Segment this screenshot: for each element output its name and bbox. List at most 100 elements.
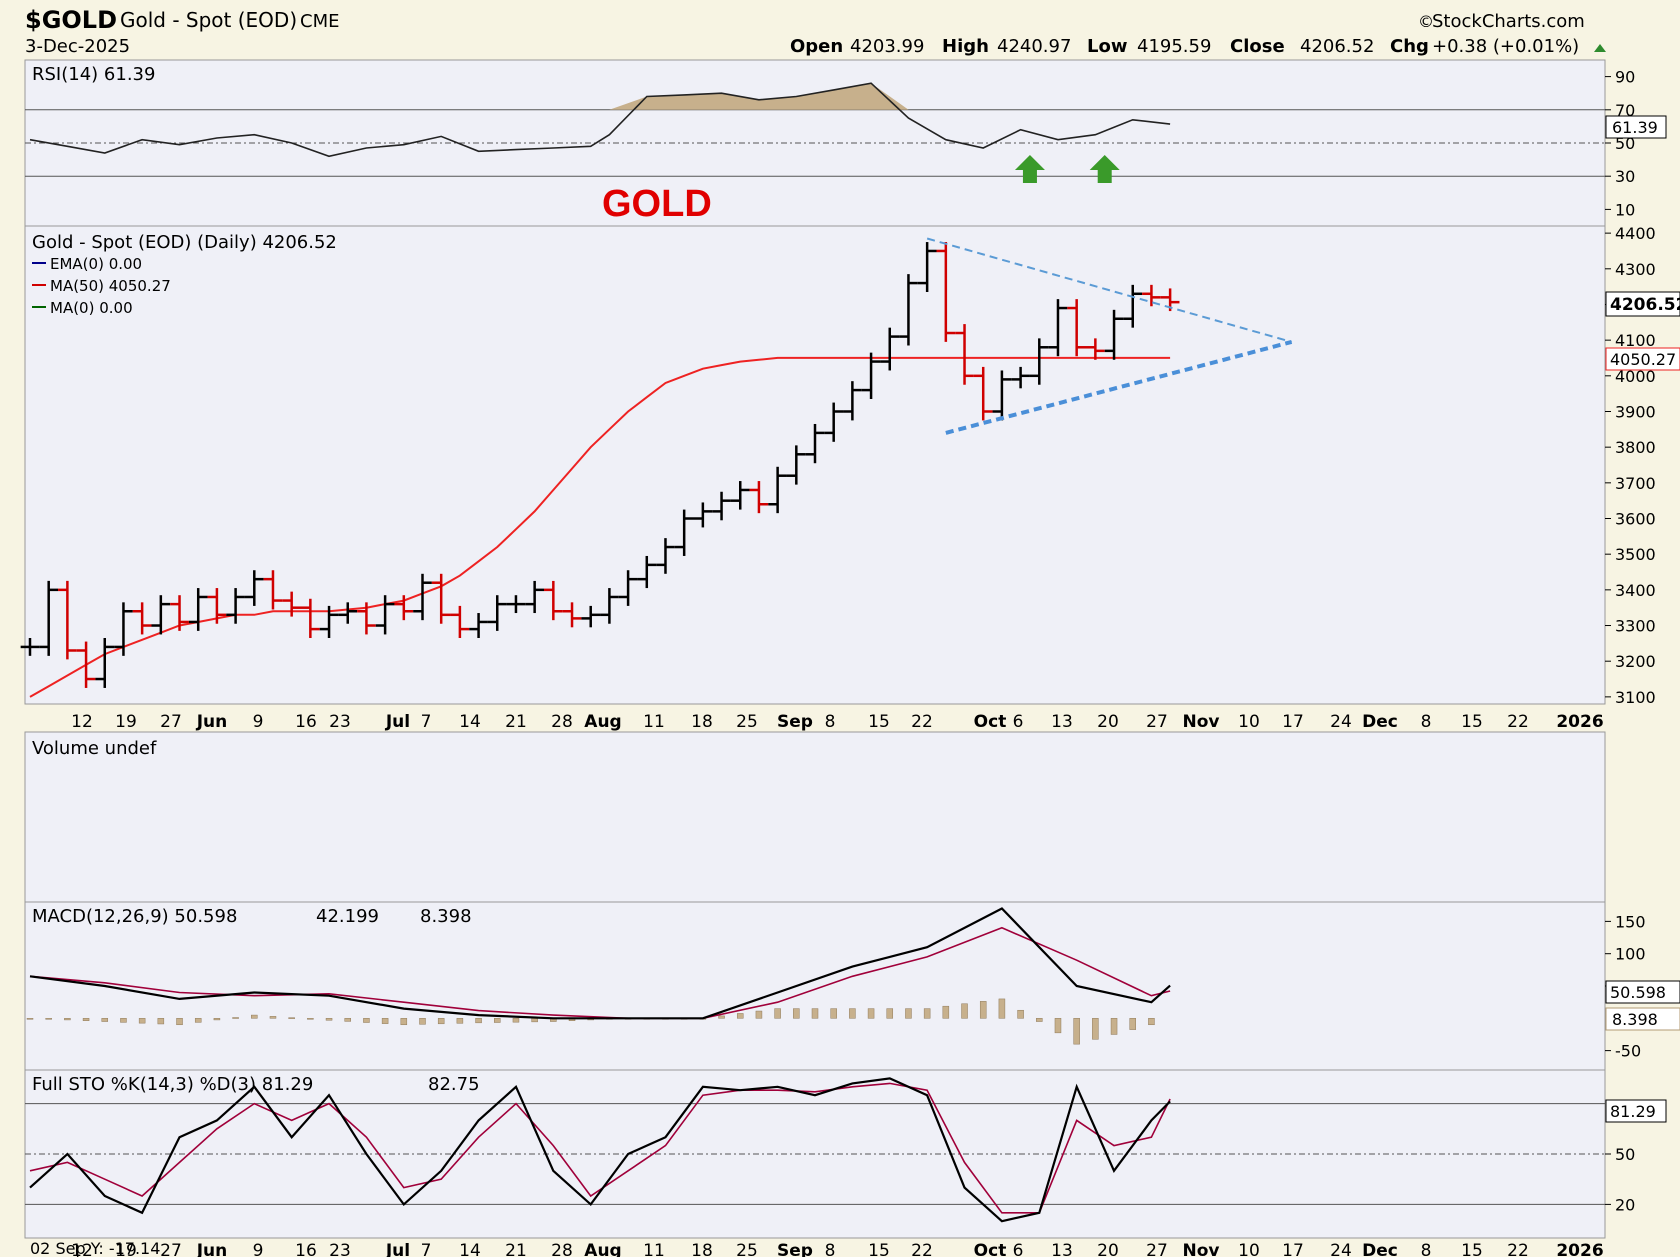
macd-hist-bar <box>456 1018 464 1024</box>
ohlc-bar <box>637 555 657 589</box>
ema-legend-swatch <box>32 262 46 264</box>
sto-last-value: 81.29 <box>1610 1102 1656 1121</box>
x-tick-label: 19 <box>115 1241 137 1257</box>
x-tick-label: 6 <box>1013 1241 1024 1257</box>
x-tick-label: 12 <box>71 1241 93 1257</box>
x-tick-label: 13 <box>1051 1241 1073 1257</box>
ma50-line <box>29 356 1171 698</box>
ohlc-bar <box>992 370 1012 421</box>
ohlc-bar <box>824 402 844 442</box>
symbol-label: $GOLD <box>25 6 117 34</box>
macd-hist-bar <box>886 1008 894 1019</box>
exchange-label: CME <box>300 11 339 32</box>
price-tick-label: 4400 <box>1615 224 1656 243</box>
ohlc-bar <box>674 509 694 556</box>
macd-hist-bar <box>811 1008 819 1019</box>
ohlc-bar <box>226 588 245 624</box>
rsi-overbought-area <box>30 83 1171 110</box>
ohlc-bar <box>768 466 787 514</box>
macd-tick-label: 100 <box>1615 945 1646 964</box>
sto-d-line <box>29 1082 1171 1214</box>
macd-hist-bar <box>157 1018 165 1025</box>
macd-hist-bar <box>1092 1018 1099 1040</box>
ohlc-bar <box>282 591 302 617</box>
x-tick-label: 21 <box>505 1241 527 1257</box>
ohlc-bar <box>805 423 825 464</box>
x-tick-label: 23 <box>329 1241 351 1257</box>
macd-hist-bar <box>269 1016 277 1019</box>
x-tick-label: Sep <box>777 1241 813 1257</box>
price-tick-label: 3100 <box>1615 688 1656 707</box>
ohlc-bar <box>917 242 937 292</box>
x-tick-label: 17 <box>1282 1241 1304 1257</box>
x-tick-label: 6 <box>1013 712 1024 732</box>
trendline-upper <box>926 237 1292 343</box>
ohlc-bar <box>1067 299 1087 357</box>
ohlc-bar <box>394 595 414 621</box>
x-tick-label: 22 <box>911 712 933 732</box>
rsi-tick-label: 70 <box>1615 101 1635 120</box>
x-tick-label: 2026 <box>1556 1241 1603 1257</box>
sto-value-box <box>1605 1099 1667 1123</box>
x-tick-label: 8 <box>1421 712 1432 732</box>
macd-hist-bar <box>288 1017 295 1019</box>
macd-axis: 15010050-50 <box>1605 912 1646 1061</box>
open-value: 4203.99 <box>850 36 924 57</box>
ohlc-bar <box>244 570 264 606</box>
macd-hist-bar <box>419 1018 426 1025</box>
x-tick-label: 7 <box>421 712 432 732</box>
macd-hist-bar <box>998 998 1006 1019</box>
x-tick-label: 9 <box>253 712 264 732</box>
price-x-axis: 12 19 27 Jun 9 16 23 Jul 7 14 21 28 Aug 11 18 25 Sep 8 15 2… <box>71 712 1603 732</box>
ohlc-bar <box>188 588 208 631</box>
ohlc-bar <box>693 502 713 528</box>
ohlc-bar <box>375 595 395 635</box>
macd-hist-bar <box>176 1018 183 1026</box>
sto-d-value: 82.75 <box>428 1074 480 1095</box>
ohlc-bar <box>1123 284 1143 328</box>
ohlc-bar <box>76 641 96 688</box>
macd-panel-bg <box>24 901 1606 1071</box>
brand-icon: © <box>1418 12 1434 31</box>
x-tick-label: 10 <box>1238 712 1260 732</box>
ohlc-bar <box>581 605 601 628</box>
macd-tick-label: -50 <box>1615 1042 1641 1061</box>
price-tick-label: 3900 <box>1615 402 1656 421</box>
macd-hist-bar <box>774 1008 781 1019</box>
macd-hist-bar <box>344 1018 351 1022</box>
ma0-legend-label: MA(0) 0.00 <box>50 299 133 317</box>
price-tick-label: 4000 <box>1615 367 1656 386</box>
price-value-box <box>1605 291 1680 317</box>
up-arrow-icon <box>1089 155 1120 183</box>
ohlc-bar <box>301 598 320 639</box>
ohlc-bar <box>151 595 171 635</box>
x-tick-label: 27 <box>160 712 182 732</box>
macd-hist-bar <box>1110 1018 1118 1035</box>
rsi-axis: 90 70 50 30 10 <box>1605 68 1635 219</box>
macd-hist-bar <box>45 1018 52 1020</box>
rsi-last-value: 61.39 <box>1612 118 1658 137</box>
x-tick-label: 23 <box>329 712 351 732</box>
ohlc-bar <box>58 580 77 660</box>
ohlc-bar <box>114 602 133 656</box>
macd-hist-bar <box>26 1018 34 1020</box>
ohlc-bar <box>880 327 900 371</box>
ohlc-bar <box>1086 338 1105 360</box>
macd-value-box <box>1605 980 1680 1004</box>
rsi-value-box <box>1605 115 1667 139</box>
close-label: Close <box>1230 36 1285 57</box>
price-legend: EMA(0) 0.00 MA(50) 4050.27 MA(0) 0.00 <box>32 255 171 317</box>
macd-line <box>29 907 1171 1020</box>
ohlc-bar <box>20 638 40 656</box>
macd-hist-label: 8.398 <box>1612 1010 1658 1029</box>
x-tick-label: 18 <box>691 712 713 732</box>
x-tick-label: 18 <box>691 1241 713 1257</box>
sto-reference-lines <box>25 1103 1605 1205</box>
x-tick-label: 22 <box>1507 1241 1529 1257</box>
x-tick-label: Aug <box>584 1241 621 1257</box>
ohlc-bar <box>562 602 582 628</box>
x-tick-label: Jun <box>196 1241 228 1257</box>
macd-hist-bar <box>1073 1018 1080 1045</box>
x-tick-label: Jul <box>385 712 410 732</box>
macd-hist-bar <box>101 1018 109 1022</box>
